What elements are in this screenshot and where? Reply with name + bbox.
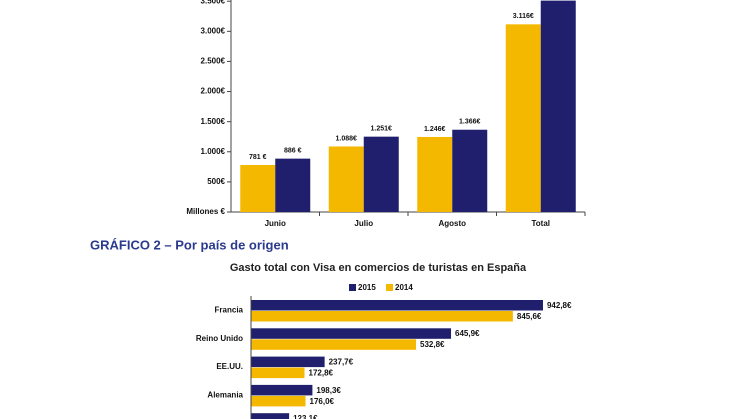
data-label: 532,8€	[420, 340, 445, 349]
bar	[540, 0, 576, 212]
y-tick-label: Francia	[215, 306, 244, 315]
data-label: 1.246€	[424, 126, 446, 133]
bar	[417, 136, 453, 212]
x-tick-label: Junio	[265, 219, 286, 228]
y-tick-label: 2.000€	[201, 87, 226, 96]
y-tick-label: 500€	[207, 177, 225, 186]
bar	[251, 413, 290, 419]
bar	[251, 300, 543, 311]
bar	[251, 395, 306, 407]
legend-swatch	[349, 284, 356, 291]
y-tick-label: 3.000€	[201, 26, 226, 35]
y-tick-label: 1.500€	[201, 117, 226, 126]
bar	[251, 384, 313, 396]
legend-swatch	[386, 284, 393, 291]
bar	[363, 136, 399, 212]
data-label: 1.251€	[371, 125, 393, 132]
y-tick-label: EE.UU.	[216, 362, 243, 371]
data-label: 237,7€	[329, 357, 354, 366]
data-label: 172,8€	[309, 368, 334, 377]
chart-title: Gasto total con Visa en comercios de tur…	[230, 262, 527, 274]
y-tick-label: 2.500€	[201, 57, 226, 66]
data-label: 123,1€	[293, 414, 318, 419]
y-tick-label: Reino Unido	[196, 334, 243, 343]
data-label: 942,8€	[547, 301, 572, 310]
bar	[275, 158, 311, 212]
bar	[251, 356, 325, 368]
bar	[251, 339, 417, 350]
data-label: 845,6€	[517, 312, 542, 321]
y-tick-label: Millones €	[186, 207, 225, 216]
legend-label: 2014	[395, 283, 413, 292]
y-tick-label: Alemania	[207, 391, 243, 400]
bar	[251, 367, 305, 379]
data-label: 781 €	[249, 154, 267, 161]
bar	[452, 129, 488, 212]
bar	[240, 164, 276, 212]
data-label: 1.366€	[459, 119, 481, 126]
bar	[251, 328, 452, 339]
data-label: 645,9€	[455, 329, 480, 338]
bar	[328, 146, 364, 212]
x-tick-label: Total	[531, 219, 550, 228]
bar	[505, 24, 541, 212]
y-tick-label: 3.500€	[201, 0, 226, 5]
data-label: 176,0€	[310, 397, 335, 406]
section-heading: GRÁFICO 2 – Por país de origen	[90, 237, 289, 252]
data-label: 3.116€	[513, 13, 534, 20]
y-tick-label: 1.000€	[201, 147, 226, 156]
bar	[251, 311, 513, 322]
x-tick-label: Julio	[354, 219, 373, 228]
x-tick-label: Agosto	[438, 219, 466, 228]
data-label: 1.088€	[336, 135, 358, 142]
data-label: 886 €	[284, 147, 302, 154]
legend-label: 2015	[358, 283, 376, 292]
data-label: 198,3€	[316, 386, 341, 395]
